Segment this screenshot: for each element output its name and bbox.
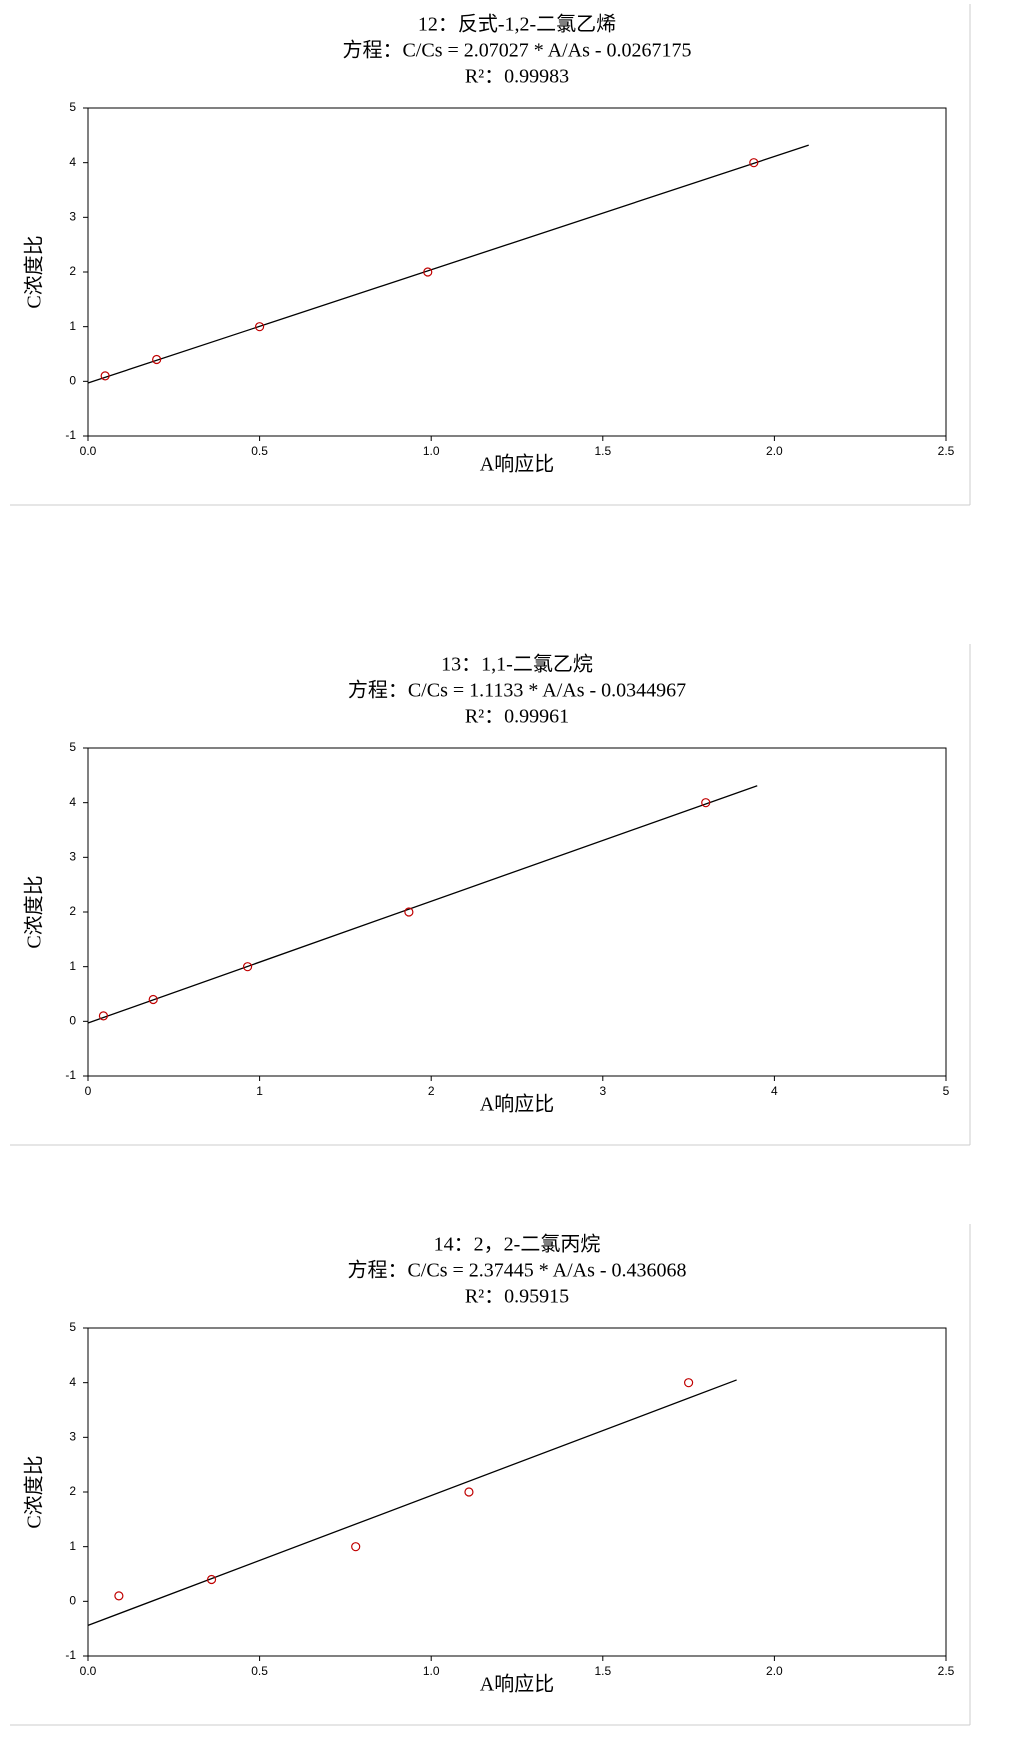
- y-tick-label: -1: [65, 1648, 76, 1662]
- plot-frame: [87, 107, 947, 437]
- equation: 方程：C/Cs = 2.07027 * A/As - 0.0267175: [342, 39, 691, 62]
- fit-line: [87, 785, 758, 1024]
- data-point: [749, 158, 759, 168]
- y-tick-label: 5: [69, 1320, 76, 1334]
- data-point: [114, 1591, 124, 1601]
- x-tick-label: 2.5: [938, 444, 955, 458]
- x-tick-label: 1.5: [594, 444, 611, 458]
- plot-frame: [87, 1327, 947, 1657]
- x-tick-label: 1.5: [594, 1664, 611, 1678]
- y-tick-label: 4: [69, 795, 76, 809]
- y-tick-label: 2: [69, 1484, 76, 1498]
- fit-line: [87, 1379, 737, 1626]
- x-tick-label: 2.0: [766, 1664, 783, 1678]
- x-tick-label: 3: [599, 1084, 606, 1098]
- data-point: [152, 354, 162, 365]
- data-point: [404, 907, 414, 917]
- data-point: [423, 267, 433, 277]
- data-point: [148, 994, 158, 1005]
- r-squared: R²：0.95915: [465, 1286, 569, 1308]
- x-tick-label: 2.0: [766, 444, 783, 458]
- x-tick-label: 1.0: [423, 1664, 440, 1678]
- x-tick-label: 5: [943, 1084, 950, 1098]
- x-tick-label: 1: [256, 1084, 263, 1098]
- x-tick-label: 0.5: [251, 444, 268, 458]
- data-point: [100, 371, 110, 381]
- y-tick-label: 0: [69, 1594, 76, 1608]
- r-squared: R²：0.99961: [465, 706, 569, 728]
- fit-line: [87, 144, 809, 384]
- y-tick-label: 3: [69, 1430, 76, 1444]
- plot-frame: [87, 747, 947, 1077]
- x-tick-label: 1.0: [423, 444, 440, 458]
- y-axis-label: C浓度比: [23, 1455, 46, 1528]
- y-tick-label: 2: [69, 264, 76, 278]
- x-axis-label: A响应比: [480, 453, 554, 476]
- y-tick-label: 3: [69, 210, 76, 224]
- y-tick-label: 4: [69, 155, 76, 169]
- y-tick-label: 4: [69, 1375, 76, 1389]
- x-tick-label: 0.0: [80, 1664, 97, 1678]
- data-point: [683, 1378, 694, 1388]
- y-tick-label: 1: [69, 319, 76, 333]
- y-tick-label: 1: [69, 1539, 76, 1553]
- data-point: [351, 1542, 361, 1552]
- equation: 方程：C/Cs = 2.37445 * A/As - 0.436068: [347, 1259, 686, 1282]
- y-tick-label: 0: [69, 374, 76, 388]
- data-point: [701, 798, 711, 808]
- data-point: [464, 1487, 474, 1497]
- chart-title: 14：2，2-二氯丙烷: [434, 1233, 601, 1256]
- x-tick-label: 2: [428, 1084, 435, 1098]
- chart-title: 13：1,1-二氯乙烷: [441, 653, 593, 676]
- y-tick-label: 3: [69, 850, 76, 864]
- y-tick-label: 1: [69, 959, 76, 973]
- y-tick-label: 0: [69, 1014, 76, 1028]
- r-squared: R²：0.99983: [465, 66, 569, 88]
- chart-title: 12：反式-1,2-二氯乙烯: [418, 13, 616, 36]
- x-tick-label: 0.5: [251, 1664, 268, 1678]
- y-tick-label: 2: [69, 904, 76, 918]
- equation: 方程：C/Cs = 1.1133 * A/As - 0.0344967: [348, 679, 686, 702]
- y-axis-label: C浓度比: [23, 875, 46, 948]
- x-tick-label: 2.5: [938, 1664, 955, 1678]
- x-axis-label: A响应比: [480, 1093, 554, 1116]
- y-tick-label: 5: [69, 100, 76, 114]
- y-tick-label: -1: [65, 1068, 76, 1082]
- data-point: [255, 322, 265, 332]
- x-axis-label: A响应比: [480, 1673, 554, 1696]
- data-point: [98, 1011, 109, 1021]
- y-tick-label: -1: [65, 428, 76, 442]
- data-point: [242, 962, 253, 972]
- data-point: [206, 1574, 217, 1585]
- y-axis-label: C浓度比: [23, 235, 46, 308]
- x-tick-label: 4: [771, 1084, 778, 1098]
- x-tick-label: 0.0: [80, 444, 97, 458]
- x-tick-label: 0: [85, 1084, 92, 1098]
- y-tick-label: 5: [69, 740, 76, 754]
